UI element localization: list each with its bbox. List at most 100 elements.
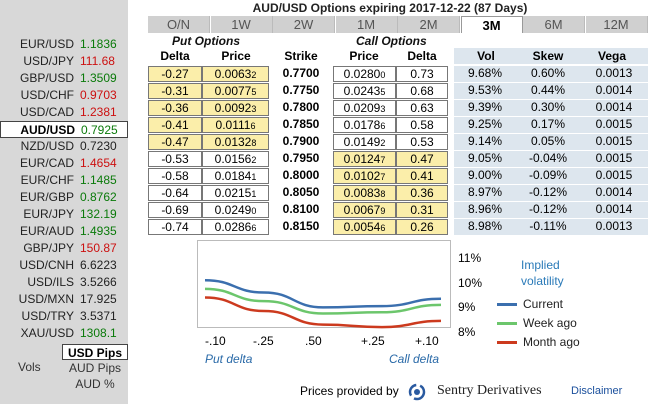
vol-cell: 8.96%: [454, 202, 516, 218]
put-delta-cell: -0.31: [148, 83, 202, 99]
pair-row-eur-gbp[interactable]: EUR/GBP 0.8762: [0, 189, 128, 205]
pair-rate: 150.87: [80, 241, 117, 255]
pair-name: USD/CNH: [19, 258, 74, 272]
put-price-cell-pip: 6: [251, 223, 257, 233]
pair-row-gbp-usd[interactable]: GBP/USD 1.3509: [0, 70, 128, 86]
pair-rate: 3.5371: [80, 309, 117, 323]
tab-on[interactable]: O/N: [148, 16, 210, 33]
strike-cell: 0.8000: [271, 168, 331, 184]
pair-row-usd-chf[interactable]: USD/CHF 0.9703: [0, 87, 128, 103]
skew-cell: 0.60%: [516, 66, 580, 82]
skew-cell: 0.17%: [516, 117, 580, 133]
put-price-cell-pip: 8: [251, 138, 257, 148]
put-price-cell: 0.02866: [202, 219, 269, 235]
call-delta-cell: 0.73: [396, 66, 448, 82]
put-price-cell-pip: 2: [251, 70, 257, 80]
pair-rate: 0.9703: [80, 88, 117, 102]
vol-cell: 9.00%: [454, 168, 516, 184]
pair-row-usd-cnh[interactable]: USD/CNH 6.6223: [0, 257, 128, 273]
put-delta-cell-value: -0.41: [161, 118, 189, 132]
pair-row-usd-jpy[interactable]: USD/JPY 111.68: [0, 53, 128, 69]
call-delta-cell-value: 0.58: [410, 118, 434, 132]
put-delta-cell: -0.69: [148, 202, 202, 218]
vol-header-background: [454, 48, 648, 64]
tab-2m[interactable]: 2M: [398, 16, 460, 33]
vol-cell-value: 9.53%: [467, 83, 503, 97]
tab-6m[interactable]: 6M: [523, 16, 585, 33]
vega-cell: 0.0015: [580, 134, 648, 150]
pair-row-usd-ils[interactable]: USD/ILS 3.5266: [0, 274, 128, 290]
pair-row-usd-cad[interactable]: USD/CAD 1.2381: [0, 104, 128, 120]
pair-name: XAU/USD: [20, 326, 74, 340]
pair-row-usd-mxn[interactable]: USD/MXN 17.925: [0, 291, 128, 307]
y-tick-label: 9%: [458, 300, 476, 315]
pair-row-eur-jpy[interactable]: EUR/JPY 132.19: [0, 206, 128, 222]
put-price-cell-value: 0.0063: [214, 67, 252, 81]
tab-1w[interactable]: 1W: [210, 16, 273, 33]
pair-row-aud-usd[interactable]: AUD/USD 0.7925: [0, 121, 128, 138]
pair-row-xau-usd[interactable]: XAU/USD 1308.1: [0, 325, 128, 341]
vega-cell: 0.0014: [580, 83, 648, 99]
sentry-derivatives-link[interactable]: Sentry Derivatives: [437, 383, 542, 398]
pair-name: EUR/CAD: [19, 156, 74, 170]
call-delta-label: Call delta: [389, 352, 440, 366]
pair-row-usd-try[interactable]: USD/TRY 3.5371: [0, 308, 128, 324]
vega-cell-value: 0.0014: [595, 100, 633, 114]
call-delta-cell: 0.36: [396, 185, 448, 201]
vega-cell: 0.0014: [580, 185, 648, 201]
tab-12m[interactable]: 12M: [585, 16, 648, 33]
put-price-cell-value: 0.0215: [214, 186, 252, 200]
unit-option-aud-[interactable]: AUD %: [75, 377, 115, 391]
skew-header: Skew: [532, 49, 564, 63]
put-price-cell-pip: 2: [251, 155, 257, 165]
put-delta-cell-value: -0.47: [161, 135, 189, 149]
pair-row-eur-cad[interactable]: EUR/CAD 1.4654: [0, 155, 128, 171]
vol-cell-value: 8.98%: [467, 219, 503, 233]
put-delta-cell: -0.64: [148, 185, 202, 201]
call-price-cell: 0.00546: [333, 219, 396, 235]
put-price-cell-value: 0.0249: [214, 203, 252, 217]
put-price-cell: 0.00632: [202, 66, 269, 82]
tab-1m[interactable]: 1M: [335, 16, 398, 33]
pair-name: NZD/USD: [20, 139, 74, 153]
call-price-header: Price: [349, 49, 379, 63]
vol-cell: 9.39%: [454, 100, 516, 116]
call-price-cell-pip: 7: [380, 172, 386, 182]
pair-name: USD/TRY: [21, 309, 74, 323]
pair-row-nzd-usd[interactable]: NZD/USD 0.7230: [0, 138, 128, 154]
call-delta-cell-value: 0.47: [410, 152, 434, 166]
pair-name: USD/JPY: [23, 54, 74, 68]
call-price-cell-value: 0.0209: [343, 101, 381, 115]
unit-option-usd-pips[interactable]: USD Pips: [62, 344, 128, 360]
strike-cell: 0.7850: [271, 117, 331, 133]
call-price-cell-value: 0.0280: [343, 67, 381, 81]
unit-option-aud-pips[interactable]: AUD Pips: [68, 361, 121, 375]
call-price-cell-value: 0.0054: [343, 220, 381, 234]
vega-cell: 0.0013: [580, 219, 648, 235]
call-delta-cell: 0.53: [396, 134, 448, 150]
pair-row-gbp-jpy[interactable]: GBP/JPY 150.87: [0, 240, 128, 256]
tab-3m[interactable]: 3M: [460, 16, 523, 33]
vol-header: Vol: [477, 49, 495, 63]
strike-cell-value: 0.8050: [282, 185, 320, 199]
pair-row-eur-chf[interactable]: EUR/CHF 1.1485: [0, 172, 128, 188]
call-price-cell-pip: 9: [380, 206, 386, 216]
pair-row-eur-aud[interactable]: EUR/AUD 1.4935: [0, 223, 128, 239]
skew-cell-value: 0.30%: [530, 100, 566, 114]
put-price-cell-pip: 5: [251, 87, 257, 97]
skew-cell-value: -0.12%: [528, 202, 568, 216]
call-price-cell: 0.01786: [333, 117, 396, 133]
vega-cell-value: 0.0014: [595, 185, 633, 199]
call-delta-cell-value: 0.31: [410, 203, 434, 217]
x-tick-label: +.10: [415, 334, 439, 348]
tab-2w[interactable]: 2W: [273, 16, 335, 33]
pair-row-eur-usd[interactable]: EUR/USD 1.1836: [0, 36, 128, 52]
call-price-cell: 0.01247: [333, 151, 396, 167]
vega-cell-value: 0.0015: [595, 168, 633, 182]
skew-cell: 0.44%: [516, 83, 580, 99]
strike-cell-value: 0.7950: [282, 151, 320, 165]
vega-cell: 0.0015: [580, 151, 648, 167]
disclaimer-link[interactable]: Disclaimer: [571, 385, 623, 397]
vega-header: Vega: [597, 49, 627, 63]
pair-rate: 1.4654: [80, 156, 117, 170]
